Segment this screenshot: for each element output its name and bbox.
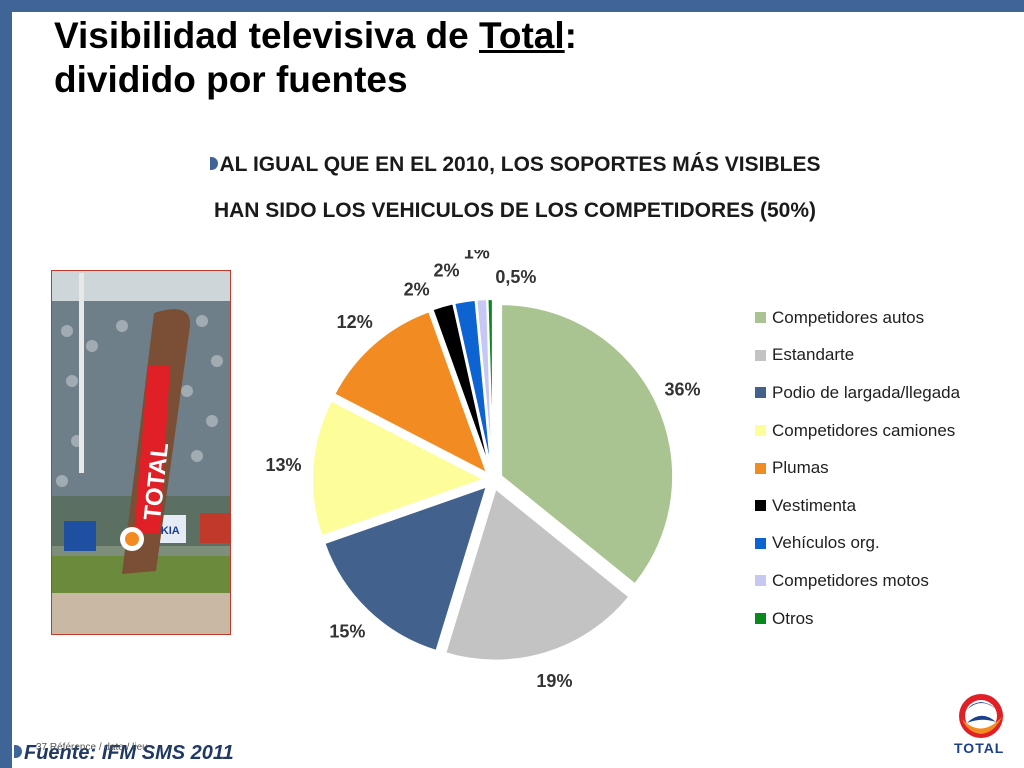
bullet-icon bbox=[209, 157, 218, 170]
source-bullet-icon bbox=[14, 745, 22, 758]
rally-photo: NOKIA TOTAL bbox=[51, 270, 231, 635]
title-brand: Total bbox=[479, 15, 565, 56]
data-label-vehiculos-org: 2% bbox=[433, 260, 459, 280]
title-line-2: dividido por fuentes bbox=[54, 59, 408, 100]
legend-label: Estandarte bbox=[772, 345, 855, 365]
legend-label: Competidores autos bbox=[772, 307, 925, 327]
slide-title: Visibilidad televisiva de Total: dividid… bbox=[54, 14, 577, 102]
logo-wordmark: TOTAL bbox=[954, 740, 1005, 756]
legend-swatch bbox=[755, 537, 766, 549]
legend-swatch bbox=[755, 575, 766, 587]
legend-item-otros: Otros bbox=[755, 600, 960, 638]
legend-swatch bbox=[755, 613, 766, 625]
pie-slices bbox=[311, 298, 675, 662]
rally-photo-illustration: NOKIA TOTAL bbox=[52, 271, 230, 634]
legend-swatch bbox=[755, 500, 766, 512]
pie-slice-plumas bbox=[332, 310, 489, 476]
data-label-estandarte: 19% bbox=[536, 671, 572, 690]
pie-slice-vestimenta bbox=[431, 302, 492, 472]
data-label-vestimenta: 2% bbox=[404, 280, 430, 300]
pie-data-labels: 36% 19% 15% 13% 12% 2%2% 1% 0,5% bbox=[266, 250, 701, 690]
legend-label: Competidores camiones bbox=[772, 420, 956, 440]
legend-swatch bbox=[755, 387, 766, 399]
legend-item-competidores-autos: Competidores autos bbox=[755, 299, 960, 337]
legend-item-competidores-camiones: Competidores camiones bbox=[755, 412, 960, 450]
pie-slice-competidores-autos bbox=[500, 303, 675, 586]
title-prefix: Visibilidad televisiva de bbox=[54, 15, 480, 56]
total-logo-icon bbox=[959, 694, 1003, 738]
legend-label: Plumas bbox=[772, 458, 829, 478]
left-accent-bar bbox=[0, 0, 12, 768]
pie-slice-otros bbox=[486, 298, 494, 472]
pie-chart: 36% 19% 15% 13% 12% 2%2% 1% 0,5% bbox=[266, 250, 701, 690]
page-reference: 37 Référence / date / lieu bbox=[36, 742, 148, 753]
legend-swatch bbox=[755, 425, 766, 437]
source-text: Fuente: IFM SMS 2011 bbox=[24, 742, 234, 764]
pie-slice-podio-de-largada-llegada bbox=[323, 484, 489, 653]
slide-subtitle: AL IGUAL QUE EN EL 2010, LOS SOPORTES MÁ… bbox=[130, 142, 900, 234]
pie-slice-competidores-camiones bbox=[311, 399, 487, 538]
legend-swatch bbox=[755, 349, 766, 361]
data-label-competidores-camiones: 13% bbox=[266, 455, 302, 475]
legend-label: Vehículos org. bbox=[772, 533, 880, 553]
data-label-podio-de-largada-llegada: 15% bbox=[329, 621, 365, 641]
legend-label: Vestimenta bbox=[772, 495, 857, 515]
title-colon: : bbox=[564, 15, 577, 56]
top-accent-bar bbox=[0, 0, 1024, 12]
legend-item-podio-de-largada-llegada: Podio de largada/llegada bbox=[755, 374, 960, 412]
chart-legend: Competidores autos Estandarte Podio de lar… bbox=[755, 299, 960, 637]
legend-swatch bbox=[755, 462, 766, 474]
legend-item-plumas: Plumas bbox=[755, 449, 960, 487]
legend-item-vehiculos-org: Vehículos org. bbox=[755, 525, 960, 563]
legend-swatch bbox=[755, 312, 766, 324]
subtitle-line-1: AL IGUAL QUE EN EL 2010, LOS SOPORTES MÁ… bbox=[219, 153, 821, 176]
legend-item-competidores-motos: Competidores motos bbox=[755, 562, 960, 600]
data-label-competidores-autos: 36% bbox=[664, 380, 700, 400]
legend-label: Competidores motos bbox=[772, 570, 929, 590]
legend-label: Otros bbox=[772, 608, 814, 628]
legend-item-vestimenta: Vestimenta bbox=[755, 487, 960, 525]
subtitle-line-2: HAN SIDO LOS VEHICULOS DE LOS COMPETIDOR… bbox=[213, 199, 817, 222]
data-label-plumas: 12% bbox=[337, 312, 373, 332]
legend-label: Podio de largada/llegada bbox=[772, 382, 961, 402]
source-note: Fuente: IFM SMS 2011 bbox=[14, 742, 234, 765]
pie-slice-estandarte bbox=[444, 486, 631, 662]
data-label-otros: 0,5% bbox=[495, 267, 536, 287]
legend-item-estandarte: Estandarte bbox=[755, 337, 960, 375]
data-label-competidores-motos: 1% bbox=[464, 250, 490, 262]
